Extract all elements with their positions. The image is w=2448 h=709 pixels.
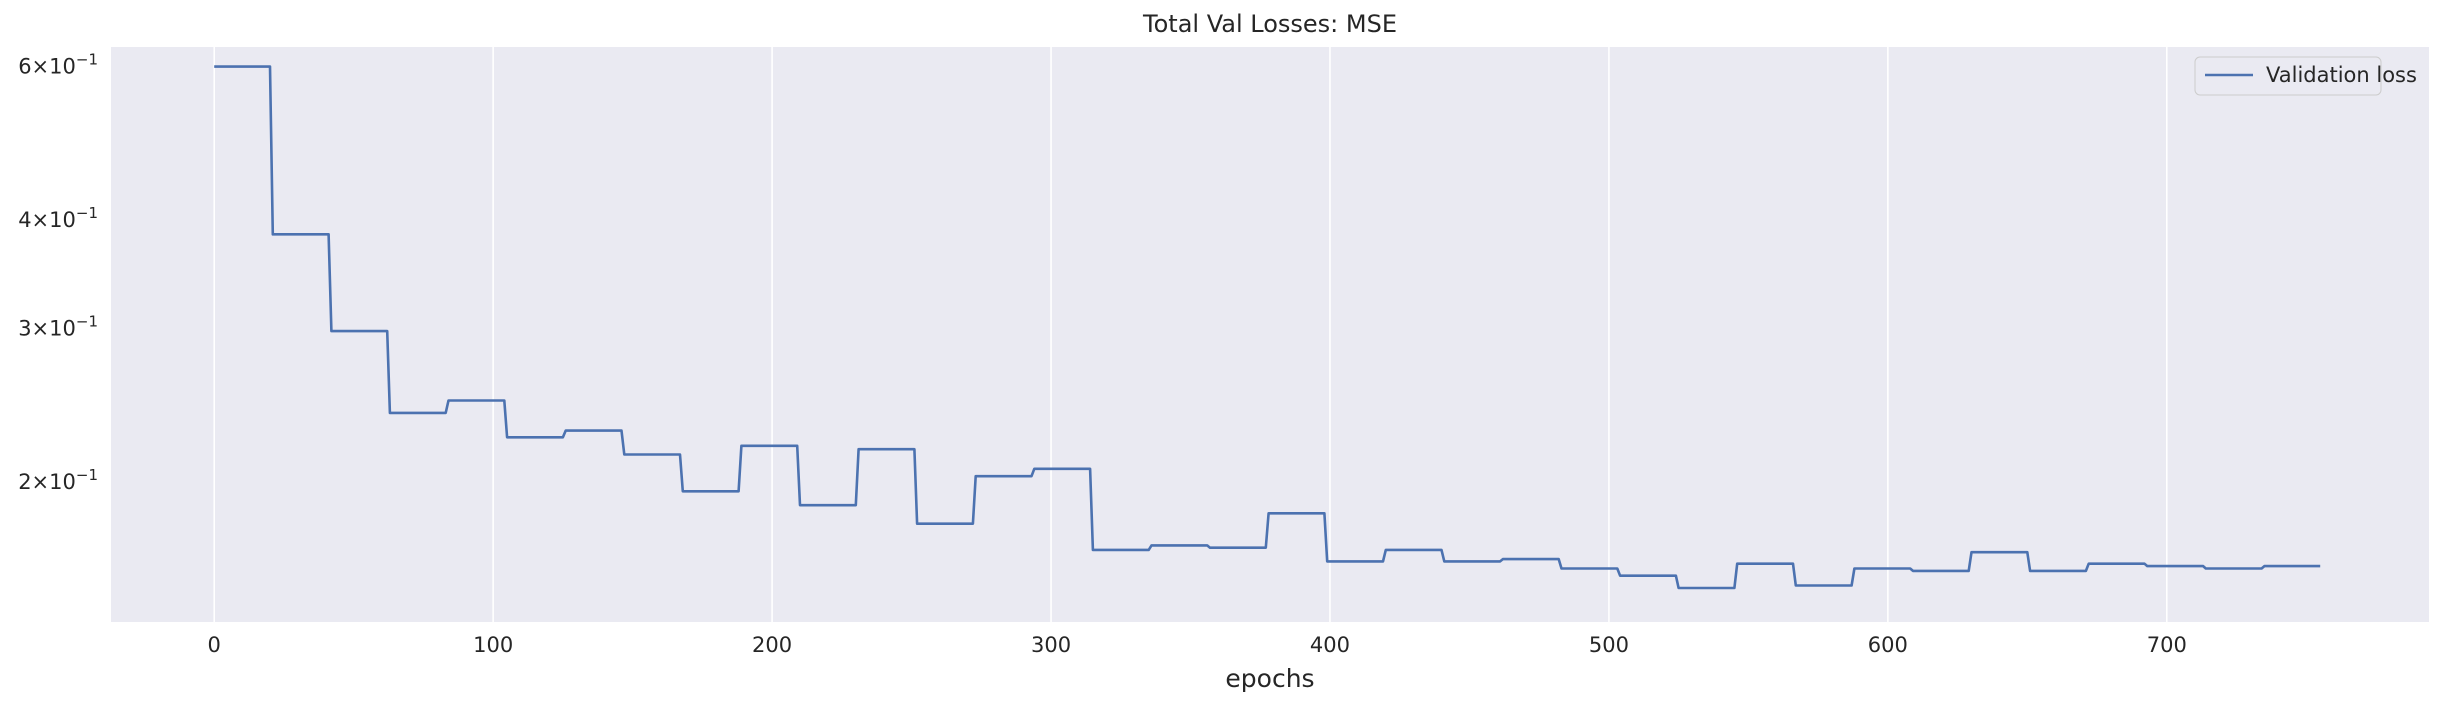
x-tick-label: 500 — [1589, 633, 1629, 657]
y-axis-ticks: 6×10−1 4×10−1 3×10−1 2×10−1 — [18, 51, 98, 494]
grid-lines — [213, 47, 2168, 622]
legend-frame — [2194, 56, 2382, 96]
x-tick-label: 400 — [1310, 633, 1350, 657]
chart-title: Total Val Losses: MSE — [1142, 10, 1397, 38]
x-tick-label: 700 — [2147, 633, 2187, 657]
legend-label: Validation loss — [2266, 63, 2417, 87]
x-tick-label: 600 — [1868, 633, 1908, 657]
y-tick-label: 4×10−1 — [18, 204, 98, 232]
y-tick-label: 2×10−1 — [18, 466, 98, 494]
x-tick-label: 100 — [473, 633, 513, 657]
plot-area — [111, 47, 2429, 622]
series-line-validation-loss — [214, 65, 2321, 590]
x-axis-ticks: 0 100 200 300 400 500 600 700 — [208, 633, 2187, 657]
y-tick-label: 6×10−1 — [18, 51, 98, 79]
x-tick-label: 200 — [752, 633, 792, 657]
x-tick-label: 300 — [1031, 633, 1071, 657]
x-tick-label: 0 — [208, 633, 221, 657]
x-axis-title: epochs — [1225, 664, 1314, 693]
y-tick-label: 3×10−1 — [18, 313, 98, 341]
legend: Validation loss — [2194, 56, 2417, 96]
series-layer — [214, 65, 2321, 590]
